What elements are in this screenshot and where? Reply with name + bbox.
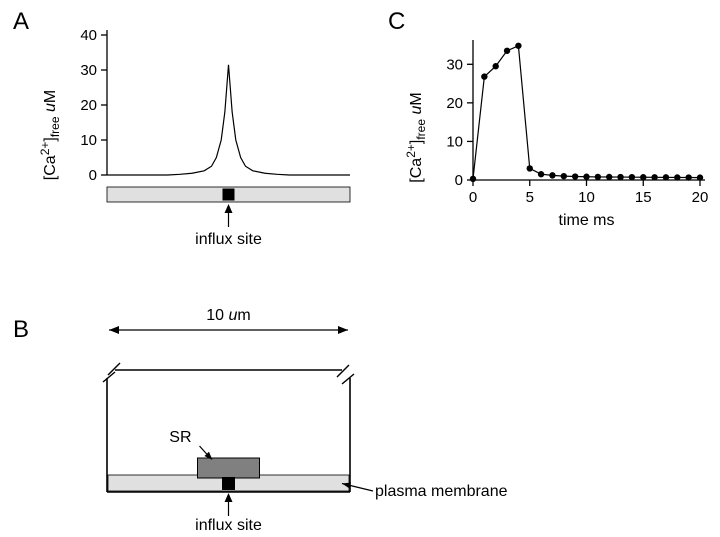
- svg-text:40: 40: [80, 27, 97, 44]
- figure-container: A B C 0 10 20 30 40 influx site [Ca2+]free uM 1…: [0, 0, 720, 537]
- panel-a-label: A: [13, 8, 29, 36]
- svg-text:0: 0: [455, 172, 463, 189]
- svg-text:10 um: 10 um: [206, 307, 250, 324]
- svg-text:0: 0: [469, 189, 477, 206]
- svg-text:10: 10: [80, 132, 97, 149]
- svg-text:plasma membrane: plasma membrane: [375, 483, 508, 500]
- svg-text:influx site: influx site: [195, 517, 262, 534]
- svg-text:30: 30: [80, 62, 97, 79]
- svg-text:[Ca2+]free uM: [Ca2+]free uM: [38, 90, 62, 180]
- svg-text:20: 20: [692, 189, 709, 206]
- svg-text:0: 0: [89, 167, 97, 184]
- figure-svg: 0 10 20 30 40 influx site [Ca2+]free uM 10 um SR…: [0, 0, 720, 537]
- svg-text:10: 10: [578, 189, 595, 206]
- svg-text:15: 15: [635, 189, 652, 206]
- svg-text:5: 5: [526, 189, 534, 206]
- svg-text:30: 30: [446, 56, 463, 73]
- svg-text:influx site: influx site: [195, 231, 262, 248]
- panel-b-label: B: [13, 316, 29, 344]
- svg-text:SR: SR: [169, 429, 191, 446]
- svg-text:time ms: time ms: [559, 212, 615, 229]
- svg-text:[Ca2+]free uM: [Ca2+]free uM: [404, 92, 428, 182]
- svg-text:20: 20: [446, 95, 463, 112]
- svg-text:20: 20: [80, 97, 97, 114]
- panel-c-label: C: [388, 8, 405, 36]
- svg-text:10: 10: [446, 133, 463, 150]
